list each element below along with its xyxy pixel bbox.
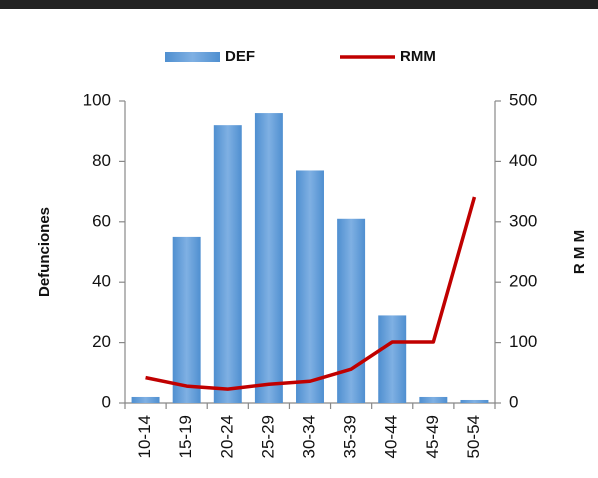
- y-tick-label: 80: [92, 151, 111, 170]
- y2-tick-label: 100: [509, 332, 537, 351]
- y-axis-label: Defunciones: [36, 207, 53, 297]
- y2-tick-label: 400: [509, 151, 537, 170]
- x-tick-label: 50-54: [464, 415, 483, 458]
- y-tick-label: 0: [102, 392, 111, 411]
- x-tick-label: 35-39: [341, 415, 360, 458]
- bar: [172, 236, 201, 403]
- bar: [419, 396, 448, 403]
- bar: [378, 315, 407, 403]
- line: [145, 196, 477, 391]
- x-tick-label: 20-24: [217, 415, 236, 458]
- bar: [337, 218, 366, 403]
- x-tick-label: 25-29: [258, 415, 277, 458]
- y2-tick-label: 0: [509, 392, 518, 411]
- bar: [213, 125, 242, 403]
- y-tick-label: 40: [92, 272, 111, 291]
- legend-label: RMM: [400, 48, 436, 65]
- y2-tick-label: 500: [509, 90, 537, 109]
- y-tick-label: 60: [92, 211, 111, 230]
- y2-axis-label: R M M: [571, 230, 588, 274]
- y-tick-label: 20: [92, 332, 111, 351]
- y2-tick-label: 200: [509, 272, 537, 291]
- x-tick-label: 40-44: [382, 415, 401, 458]
- legend-swatch: [165, 52, 220, 62]
- y-tick-label: 100: [83, 90, 111, 109]
- x-tick-label: 30-34: [299, 415, 318, 458]
- x-tick-label: 15-19: [176, 415, 195, 458]
- bar: [460, 399, 489, 403]
- legend-label: DEF: [225, 48, 255, 65]
- x-tick-label: 10-14: [135, 415, 154, 458]
- bar: [254, 113, 283, 403]
- y2-tick-label: 300: [509, 211, 537, 230]
- bar: [296, 170, 324, 403]
- bar: [131, 396, 160, 403]
- header-bar: [0, 0, 598, 9]
- x-tick-label: 45-49: [423, 415, 442, 458]
